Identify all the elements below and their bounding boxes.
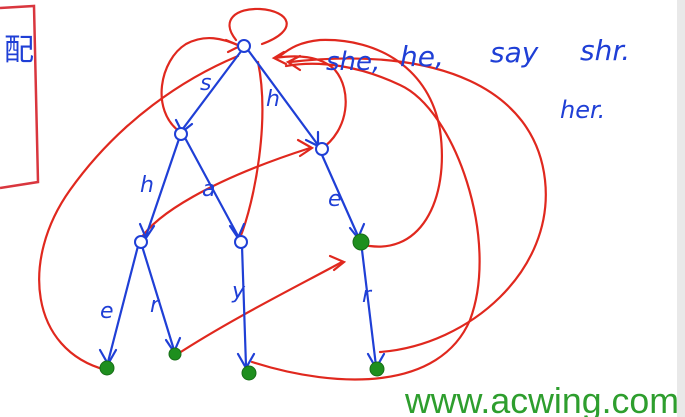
edge-s-sh xyxy=(144,134,182,238)
edge-sa-say xyxy=(240,244,248,368)
fail-link-shr-root xyxy=(288,57,547,354)
word-end-nodes xyxy=(99,233,385,381)
trie-nodes xyxy=(134,39,329,249)
fail-link-sh-h xyxy=(138,146,312,242)
edge-label-h-sh: h xyxy=(140,173,154,198)
edge-h-he xyxy=(320,153,360,238)
edge-sh-she xyxy=(106,244,140,364)
edge-sh-shr xyxy=(140,244,176,352)
fail-link-s-root xyxy=(160,37,242,134)
fail-arrowhead-5 xyxy=(285,54,302,72)
node-shr-end xyxy=(168,347,182,361)
edge-he-her xyxy=(360,248,378,368)
edge-label-s: s xyxy=(200,71,211,96)
node-say-end xyxy=(241,365,257,381)
node-her-end xyxy=(369,361,385,377)
fail-link-he-root xyxy=(38,54,240,372)
node-h xyxy=(315,142,329,156)
word-she: she, xyxy=(326,47,380,77)
fail-arrowhead-3 xyxy=(328,254,347,272)
fail-links xyxy=(38,7,547,381)
word-list: she, he, say shr. her. xyxy=(326,34,630,124)
edge-label-a: a xyxy=(202,177,215,202)
fail-link-h-root xyxy=(273,55,347,152)
fail-arrowhead-2 xyxy=(296,138,315,158)
fail-link-her-root xyxy=(278,38,443,248)
node-sa xyxy=(234,235,248,249)
node-sh xyxy=(134,235,148,249)
edge-labels: s h h a e e r y r xyxy=(100,71,373,324)
watermark: www.acwing.com xyxy=(404,380,679,417)
left-panel-glyph: 配 xyxy=(4,33,34,68)
edge-label-y: y xyxy=(231,279,246,304)
fail-link-she-he xyxy=(174,260,344,357)
left-panel-border xyxy=(0,4,40,190)
right-scroll-edge xyxy=(677,0,685,417)
edge-label-r-her: r xyxy=(362,283,373,308)
fail-link-sa-root xyxy=(238,60,264,240)
node-he-end xyxy=(352,233,370,251)
edge-root-h xyxy=(246,48,320,147)
edge-arrowhead-2 xyxy=(304,130,320,148)
fail-link-root-loop xyxy=(228,7,288,46)
word-shr: shr. xyxy=(580,34,630,67)
edge-s-sa xyxy=(182,134,240,238)
node-root xyxy=(237,39,251,53)
edge-label-r-shr: r xyxy=(150,293,161,318)
edge-root-s xyxy=(180,48,244,132)
node-she-end xyxy=(99,360,115,376)
word-her: her. xyxy=(560,96,605,124)
word-he: he, xyxy=(400,40,444,73)
edge-label-h-root: h xyxy=(266,87,280,112)
edge-label-e-she: e xyxy=(100,299,114,324)
edge-label-e-he: e xyxy=(328,187,342,212)
fail-arrowhead-4 xyxy=(271,50,288,66)
node-s xyxy=(174,127,188,141)
word-say: say xyxy=(490,36,539,69)
fail-link-say-root xyxy=(250,62,481,381)
